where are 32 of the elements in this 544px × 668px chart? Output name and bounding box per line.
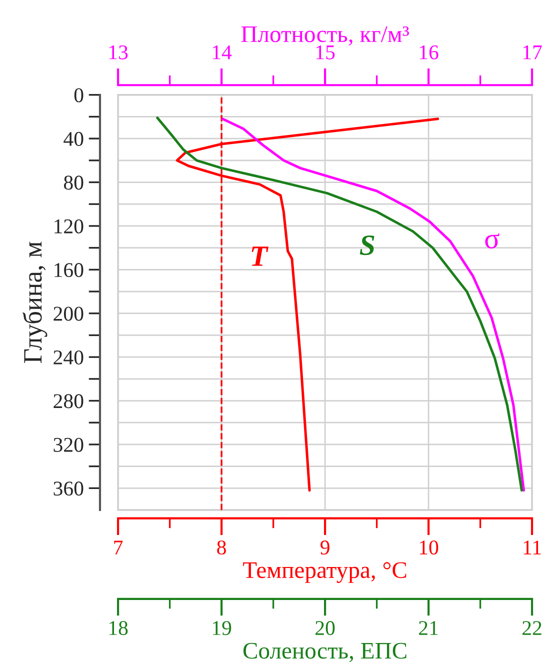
x-axis-title: Соленость, ЕПС — [243, 642, 406, 662]
y-tick-label: 0 — [74, 88, 84, 102]
y-tick-label: 120 — [54, 219, 84, 234]
x-tick-label: 7 — [114, 540, 123, 554]
x-tick-label: 18 — [109, 621, 128, 636]
x2-tick-label: 13 — [109, 45, 128, 60]
x-tick-label: 19 — [212, 621, 232, 636]
y-axis-title: Глубина, м — [22, 242, 48, 363]
series-label: T — [252, 246, 268, 266]
x2-tick-label: 16 — [420, 45, 438, 60]
x2-tick-label: 17 — [523, 45, 542, 60]
y-tick-label: 280 — [54, 394, 84, 408]
x-tick-label: 10 — [420, 540, 438, 555]
y-tick-label: 160 — [54, 263, 84, 278]
y-tick-label: 320 — [54, 438, 84, 452]
series-label: σ — [485, 233, 500, 249]
x-tick-label: 22 — [522, 621, 542, 635]
x-tick-label: 21 — [419, 621, 438, 635]
series-label: S — [360, 236, 374, 256]
y-tick-label: 240 — [54, 350, 84, 364]
x2-tick-label: 14 — [212, 45, 232, 60]
x-tick-label: 20 — [316, 621, 335, 636]
x2-axis-title: Плотность, кг/м³ — [241, 26, 409, 46]
y-tick-label: 80 — [64, 176, 84, 190]
y-tick-label: 200 — [54, 306, 84, 321]
x-tick-label: 11 — [524, 540, 541, 554]
x2-tick-label: 15 — [316, 45, 335, 60]
y-tick-label: 40 — [64, 132, 84, 146]
y-tick-label: 360 — [54, 482, 84, 496]
x-axis-title: Температура, °C — [243, 562, 406, 583]
x-tick-label: 9 — [320, 540, 330, 555]
x-tick-label: 8 — [217, 540, 226, 555]
